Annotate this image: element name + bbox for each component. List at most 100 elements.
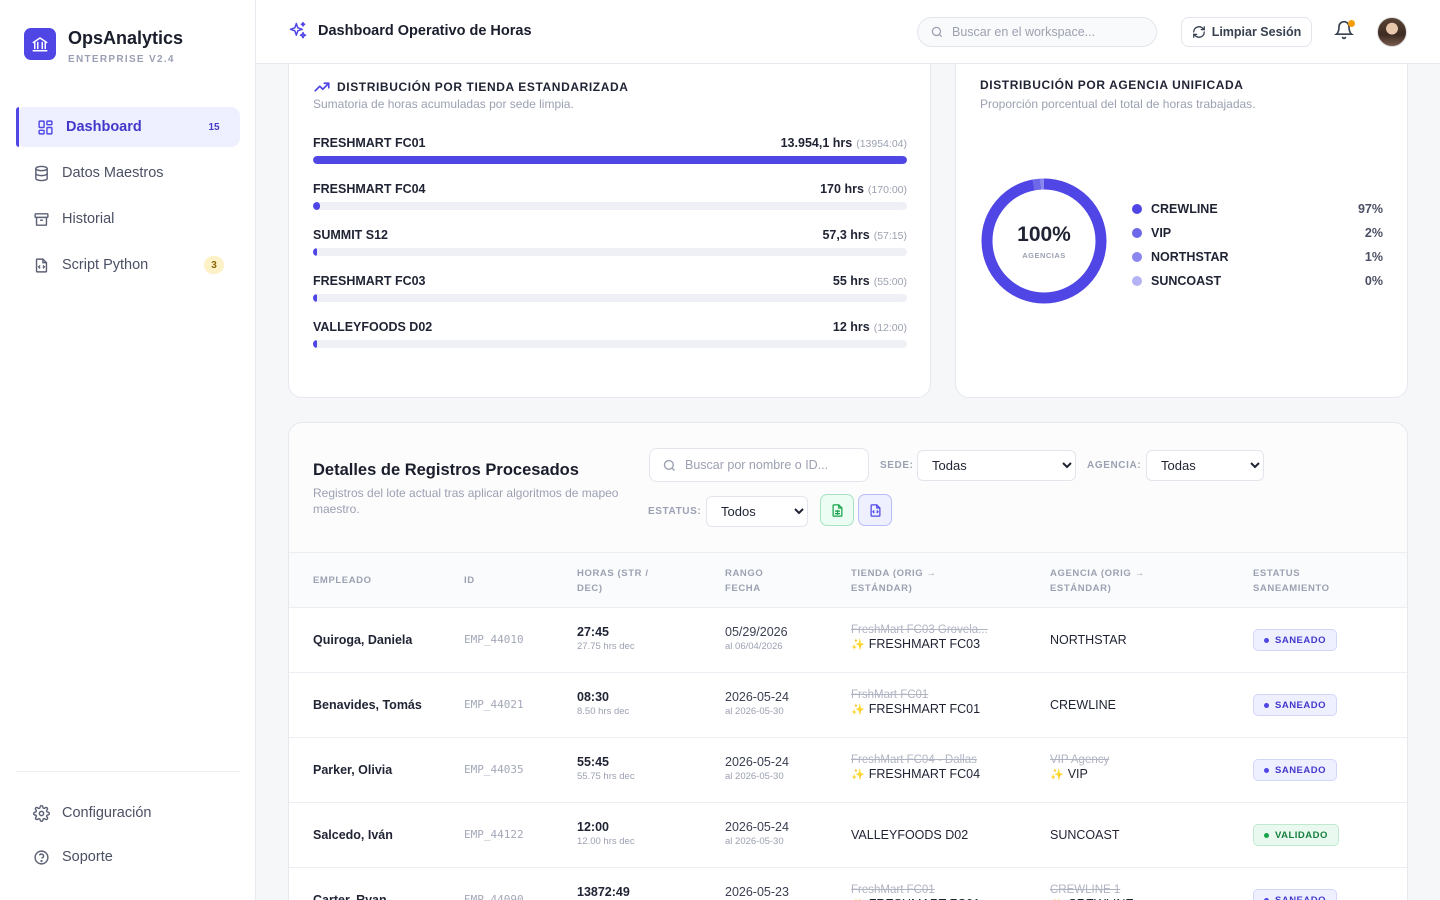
column-header-horas[interactable]: HORAS (STR / DEC) — [577, 568, 649, 594]
column-header-empleado[interactable]: EMPLEADO — [313, 575, 372, 586]
sparkles-icon — [289, 21, 307, 39]
store-bar-row[interactable]: VALLEYFOODS D02 12 hrs (12:00) — [313, 320, 907, 348]
store-bar-row[interactable]: FRESHMART FC04 170 hrs (170:00) — [313, 182, 907, 210]
gear-icon — [32, 804, 50, 822]
layout-grid-icon — [36, 118, 54, 136]
store-bar-track — [313, 340, 907, 348]
sidebar-item-dashboard[interactable]: Dashboard 15 — [16, 107, 240, 147]
records-search-input[interactable] — [685, 458, 855, 472]
brand[interactable]: OpsAnalytics ENTERPRISE V2.4 — [24, 28, 183, 65]
workspace-search-input[interactable] — [952, 25, 1142, 39]
clear-session-button[interactable]: Limpiar Sesión — [1181, 17, 1312, 47]
employee-id: EMP_44090 — [464, 893, 524, 900]
store-bar-row[interactable]: SUMMIT S12 57,3 hrs (57:15) — [313, 228, 907, 256]
sidebar-item-label: Dashboard — [66, 119, 142, 135]
table-row[interactable]: Salcedo, Iván EMP_44122 12:00 12.00 hrs dec… — [289, 803, 1407, 868]
notifications-button[interactable] — [1333, 20, 1356, 42]
employee-name: Salcedo, Iván — [313, 828, 393, 842]
sidebar-item-script-python[interactable]: Script Python 3 — [16, 245, 240, 285]
store-hours-decimal: 13.954,1 hrs — [780, 136, 853, 150]
store-hours-value: 170 hrs (170:00) — [820, 182, 907, 196]
export-excel-button[interactable] — [820, 494, 854, 526]
table-row[interactable]: Carter, Ryan EMP_44090 13872:49 2026-05-23 F… — [289, 868, 1407, 900]
legend-swatch — [1132, 252, 1142, 262]
store-hours-clock: (12:00) — [873, 322, 907, 334]
estatus-filter-select[interactable]: Todos — [706, 496, 808, 527]
agency-standard: NORTHSTAR — [1050, 633, 1127, 647]
store-bar-header: FRESHMART FC01 13.954,1 hrs (13954:04) — [313, 136, 907, 150]
store-standard-name: FRESHMART FC04 — [868, 767, 981, 781]
store-distribution-card: DISTRIBUCIÓN POR TIENDA ESTANDARIZADA Su… — [288, 40, 931, 398]
store-hours-value: 57,3 hrs (57:15) — [822, 228, 907, 242]
legend-label: SUNCOAST — [1151, 274, 1222, 288]
sidebar-item-label: Datos Maestros — [62, 165, 164, 181]
records-search[interactable] — [649, 448, 869, 482]
agency-cell: CREWLINE — [1050, 697, 1210, 712]
column-header-tienda[interactable]: TIENDA (ORIG → ESTÁNDAR) — [851, 568, 937, 594]
store-hours-value: 55 hrs (55:00) — [833, 274, 907, 288]
store-bar-fill — [313, 248, 317, 256]
status-badge: SANEADO — [1253, 629, 1338, 651]
hours-string: 55:45 — [577, 755, 609, 769]
brand-name: OpsAnalytics — [68, 28, 184, 48]
agency-distribution-title: DISTRIBUCIÓN POR AGENCIA UNIFICADA — [980, 78, 1244, 92]
bell-icon — [1333, 20, 1355, 40]
records-table-card: Detalles de Registros Procesados Registr… — [288, 422, 1408, 900]
workspace-search[interactable] — [917, 17, 1157, 47]
sidebar-item-soporte[interactable]: Soporte — [16, 837, 240, 877]
column-header-rango-fecha[interactable]: RANGO FECHA — [725, 568, 764, 594]
agencia-filter-select[interactable]: Todas — [1146, 450, 1264, 481]
status-text: SANEADO — [1275, 699, 1327, 711]
export-code-button[interactable] — [858, 494, 892, 526]
hours-string: 08:30 — [577, 690, 609, 704]
sidebar-item-historial[interactable]: Historial — [16, 199, 240, 239]
hours-string: 12:00 — [577, 820, 609, 834]
sidebar-item-configuracion[interactable]: Configuración — [16, 793, 240, 833]
status-badge: SANEADO — [1253, 759, 1338, 781]
trending-up-icon — [314, 82, 330, 92]
archive-icon — [32, 210, 50, 228]
legend-label: CREWLINE — [1151, 202, 1218, 216]
agency-donut-chart — [981, 178, 1107, 304]
legend-item[interactable]: NORTHSTAR 1% — [1132, 245, 1383, 269]
status-dot — [1264, 897, 1269, 900]
date-range-cell: 05/29/2026 al 06/04/2026 — [725, 625, 788, 652]
agencia-filter-label: AGENCIA: — [1087, 460, 1142, 471]
date-end: al 2026-05-30 — [725, 706, 784, 717]
legend-item[interactable]: CREWLINE 97% — [1132, 197, 1383, 221]
column-header-id[interactable]: ID — [464, 575, 475, 586]
store-hours-clock: (13954:04) — [856, 138, 907, 150]
store-hours-clock: (170:00) — [867, 184, 907, 196]
status-text: VALIDADO — [1275, 829, 1328, 841]
legend-item[interactable]: SUNCOAST 0% — [1132, 269, 1383, 293]
search-icon — [931, 26, 943, 38]
hours-decimal: 8.50 hrs dec — [577, 706, 630, 717]
table-row[interactable]: Benavides, Tomás EMP_44021 08:30 8.50 hrs d… — [289, 673, 1407, 738]
date-end: al 2026-05-30 — [725, 771, 784, 782]
user-avatar[interactable] — [1377, 17, 1407, 47]
sede-filter-select[interactable]: Todas — [917, 450, 1076, 481]
date-range-cell: 2026-05-23 — [725, 885, 789, 899]
legend-item[interactable]: VIP 2% — [1132, 221, 1383, 245]
legend-label: NORTHSTAR — [1151, 250, 1229, 264]
agency-distribution-subtitle: Proporción porcentual del total de horas… — [980, 97, 1256, 111]
store-standard: ✨FRESHMART FC01 — [851, 702, 1031, 716]
column-header-agencia[interactable]: AGENCIA (ORIG → ESTÁNDAR) — [1050, 568, 1145, 594]
date-start: 2026-05-24 — [725, 690, 789, 704]
donut-slice-northstar[interactable] — [981, 178, 1107, 304]
store-bar-fill — [313, 156, 907, 164]
sparkles-icon: ✨ — [851, 704, 865, 716]
store-bar-header: SUMMIT S12 57,3 hrs (57:15) — [313, 228, 907, 242]
records-title: Detalles de Registros Procesados — [313, 461, 579, 479]
store-bar-row[interactable]: FRESHMART FC01 13.954,1 hrs (13954:04) — [313, 136, 907, 164]
store-bar-row[interactable]: FRESHMART FC03 55 hrs (55:00) — [313, 274, 907, 302]
table-header: EMPLEADO ID HORAS (STR / DEC) RANGO FECH… — [289, 552, 1407, 608]
sidebar-item-datos-maestros[interactable]: Datos Maestros — [16, 153, 240, 193]
column-header-estatus[interactable]: ESTATUS SANEAMIENTO — [1253, 568, 1330, 594]
table-row[interactable]: Quiroga, Daniela EMP_44010 27:45 27.75 hrs … — [289, 608, 1407, 673]
employee-name: Benavides, Tomás — [313, 698, 422, 712]
store-bar-header: FRESHMART FC03 55 hrs (55:00) — [313, 274, 907, 288]
store-cell: FreshMart FC01✨FRESHMART FC01 — [851, 884, 1031, 900]
table-row[interactable]: Parker, Olivia EMP_44035 55:45 55.75 hrs de… — [289, 738, 1407, 803]
store-cell: FreshMart FC03 Grovela... ✨ FRESHMART FC03 — [851, 624, 1031, 651]
